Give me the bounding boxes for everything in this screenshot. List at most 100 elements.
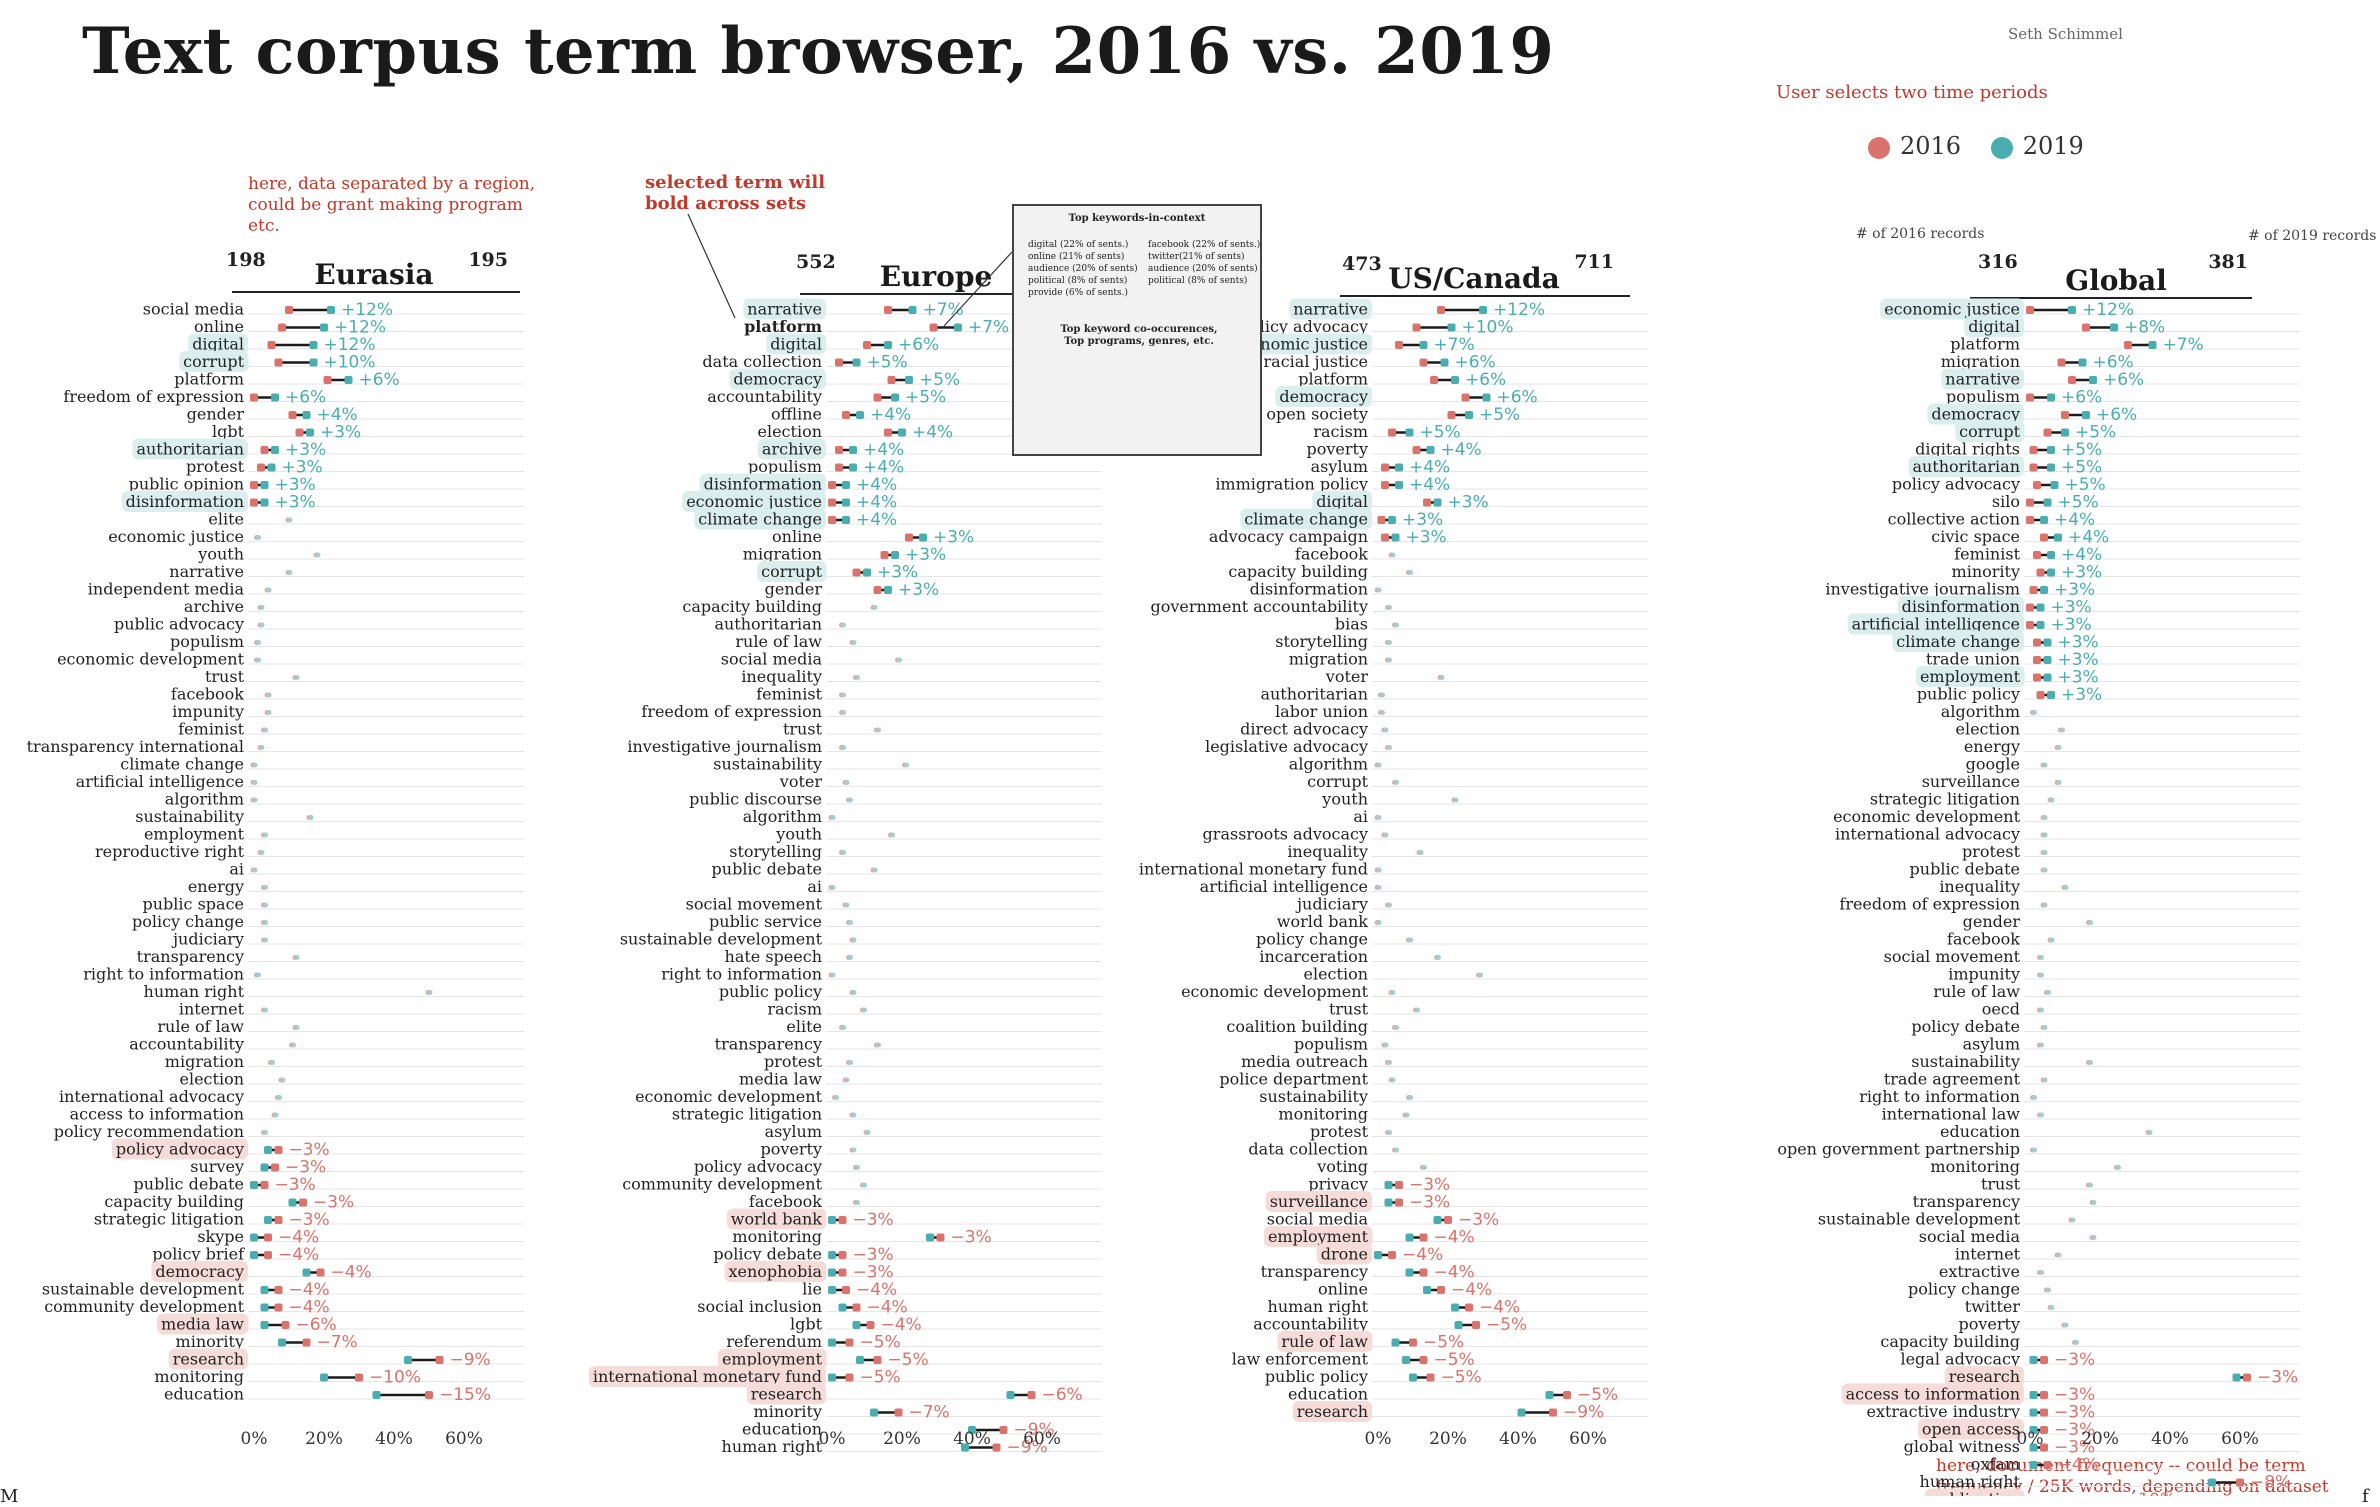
term-label[interactable]: voter [779,772,823,791]
term-label[interactable]: freedom of expression [63,387,244,406]
term-label[interactable]: asylum [765,1122,822,1141]
term-label[interactable]: google [1966,755,2020,774]
term-label[interactable]: employment [1268,1227,1369,1246]
term-label[interactable]: education [164,1385,244,1404]
term-label[interactable]: economic justice [1232,335,1368,354]
term-label[interactable]: public debate [134,1175,244,1194]
term-label[interactable]: social movement [686,895,823,914]
term-label[interactable]: ai [229,860,244,879]
term-label[interactable]: open access [1922,1420,2020,1439]
term-label[interactable]: election [1304,965,1369,984]
term-label[interactable]: voting [1316,1157,1368,1176]
term-label[interactable]: international monetary fund [1139,860,1368,879]
term-label[interactable]: artificial intelligence [1852,615,2020,634]
term-label[interactable]: digital [1968,317,2020,336]
term-label[interactable]: algorithm [165,790,244,809]
term-label[interactable]: poverty [1307,440,1369,459]
term-label[interactable]: archive [184,597,244,616]
term-label[interactable]: accountability [707,387,822,406]
term-label[interactable]: strategic litigation [672,1105,822,1124]
term-label[interactable]: bias [1335,615,1368,634]
term-label[interactable]: platform [1298,370,1368,389]
term-label[interactable]: digital [770,335,822,354]
term-label[interactable]: transparency [1261,1262,1368,1281]
term-label[interactable]: energy [188,877,244,896]
term-label[interactable]: voter [1325,667,1369,686]
term-label[interactable]: freedom of expression [641,702,822,721]
term-label[interactable]: poverty [1959,1315,2021,1334]
term-label[interactable]: corrupt [761,562,822,581]
term-label[interactable]: protest [186,457,245,476]
term-label[interactable]: international advocacy [59,1087,244,1106]
term-label[interactable]: online [194,317,244,336]
term-label[interactable]: legislative advocacy [1205,737,1368,756]
term-label[interactable]: ai [807,877,822,896]
term-label[interactable]: employment [722,1350,823,1369]
term-label[interactable]: legal advocacy [1900,1350,2020,1369]
term-label[interactable]: corrupt [183,352,244,371]
term-label[interactable]: facebook [749,1192,822,1211]
term-label[interactable]: social media [1267,1210,1369,1229]
term-label[interactable]: capacity building [682,597,822,616]
term-label[interactable]: minority [754,1402,822,1421]
term-label[interactable]: transparency international [27,737,244,756]
term-label[interactable]: offline [771,405,822,424]
term-label[interactable]: survey [190,1157,244,1176]
term-label[interactable]: storytelling [729,842,822,861]
term-label[interactable]: policy change [1256,930,1368,949]
term-label[interactable]: judiciary [1295,895,1368,914]
term-label[interactable]: data collection [702,352,822,371]
term-label[interactable]: disinformation [704,475,822,494]
term-label[interactable]: policy brief [152,1245,245,1264]
term-label[interactable]: law enforcement [1232,1350,1369,1369]
term-label[interactable]: policy change [132,912,244,931]
term-label[interactable]: rule of law [157,1017,244,1036]
term-label[interactable]: populism [748,457,822,476]
term-label[interactable]: disinformation [1250,580,1368,599]
term-label[interactable]: transparency [715,1035,822,1054]
term-label[interactable]: referendum [726,1332,822,1351]
term-label[interactable]: policy advocacy [1892,475,2020,494]
term-label[interactable]: open government partnership [1777,1140,2020,1159]
term-label[interactable]: policy recommendation [54,1122,244,1141]
term-label[interactable]: economic development [57,650,244,669]
term-label[interactable]: sustainability [1259,1087,1368,1106]
term-label[interactable]: right to information [83,965,244,984]
term-label[interactable]: public debate [712,860,822,879]
term-label[interactable]: research [751,1385,822,1404]
term-label[interactable]: digital rights [1915,440,2020,459]
term-label[interactable]: youth [775,825,822,844]
term-label[interactable]: policy advocacy [116,1140,244,1159]
term-label[interactable]: lgbt [212,422,245,441]
term-label[interactable]: election [758,422,823,441]
term-label[interactable]: climate change [120,755,244,774]
term-label[interactable]: police department [1219,1070,1368,1089]
term-label[interactable]: economic development [1181,982,1368,1001]
term-label[interactable]: elite [786,1017,822,1036]
term-label[interactable]: coalition building [1226,1017,1368,1036]
term-label[interactable]: drone [1321,1245,1368,1264]
term-label[interactable]: global witness [1904,1437,2020,1456]
term-label[interactable]: democracy [1931,405,2020,424]
term-label[interactable]: migration [1289,650,1368,669]
term-label[interactable]: monitoring [732,1227,822,1246]
term-label[interactable]: lie [802,1280,822,1299]
term-label[interactable]: social media [1919,1227,2021,1246]
term-label[interactable]: education [742,1420,822,1439]
term-label[interactable]: extractive industry [1866,1402,2020,1421]
term-label[interactable]: strategic litigation [94,1210,244,1229]
term-label[interactable]: facebook [1947,930,2020,949]
term-label[interactable]: sustainability [713,755,822,774]
term-label[interactable]: research [173,1350,244,1369]
term-label[interactable]: public discourse [689,790,822,809]
term-label[interactable]: energy [1964,737,2020,756]
term-label[interactable]: platform [174,370,244,389]
term-label[interactable]: government accountability [1150,597,1368,616]
term-label[interactable]: asylum [1963,1035,2020,1054]
term-label[interactable]: community development [44,1297,244,1316]
term-label[interactable]: sustainable development [1818,1210,2021,1229]
term-label[interactable]: public advocacy [114,615,244,634]
term-label[interactable]: youth [197,545,244,564]
legend-item-2019[interactable]: 2019 [1990,132,2084,160]
term-label[interactable]: sustainability [135,807,244,826]
